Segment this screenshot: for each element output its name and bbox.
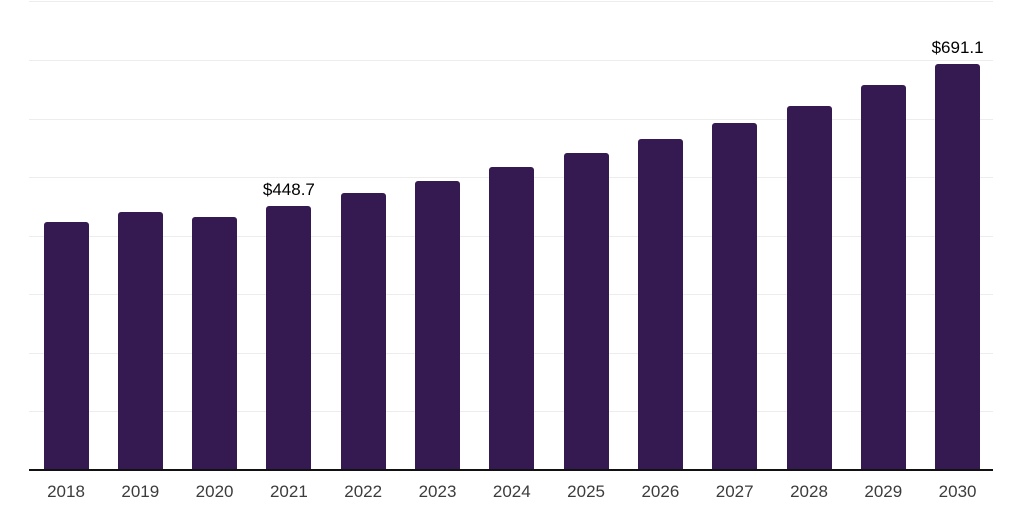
- bar-2021: [266, 206, 312, 469]
- bar-2020: [192, 216, 238, 469]
- x-tick-label-2030: 2030: [938, 482, 977, 501]
- bar-2023: [415, 180, 460, 469]
- bar-2027: [712, 123, 758, 469]
- gridline: [29, 59, 993, 61]
- bar-2019: [117, 212, 163, 469]
- x-tick-label-2023: 2023: [418, 482, 457, 501]
- bar-2030: [935, 64, 981, 469]
- x-tick-label-2021: 2021: [269, 482, 308, 501]
- x-tick-label-2028: 2028: [790, 482, 828, 501]
- gridline: [29, 118, 993, 120]
- x-tick-label-2029: 2029: [864, 482, 903, 501]
- x-tick-label-2022: 2022: [344, 482, 383, 501]
- x-tick-label-2026: 2026: [641, 482, 680, 501]
- bar-2022: [340, 192, 386, 469]
- gridline: [29, 1, 993, 3]
- bar-2025: [563, 153, 609, 469]
- x-tick-label-2025: 2025: [567, 482, 605, 501]
- x-axis-line: [29, 469, 993, 471]
- x-tick-label-2020: 2020: [195, 482, 234, 501]
- bar-value-label-2021: $448.7: [262, 180, 315, 200]
- x-tick-label-2018: 2018: [47, 482, 85, 501]
- bar-2028: [786, 105, 832, 469]
- x-tick-label-2027: 2027: [715, 482, 754, 501]
- bar-2029: [860, 85, 906, 469]
- x-tick-label-2019: 2019: [121, 482, 160, 501]
- x-tick-label-2024: 2024: [492, 482, 531, 501]
- bar-2018: [43, 222, 89, 469]
- bar-value-label-2030: $691.1: [931, 38, 984, 58]
- bar-2026: [637, 138, 683, 469]
- plot-area: $448.7 $691.1: [29, 0, 993, 471]
- bar-2024: [489, 166, 535, 469]
